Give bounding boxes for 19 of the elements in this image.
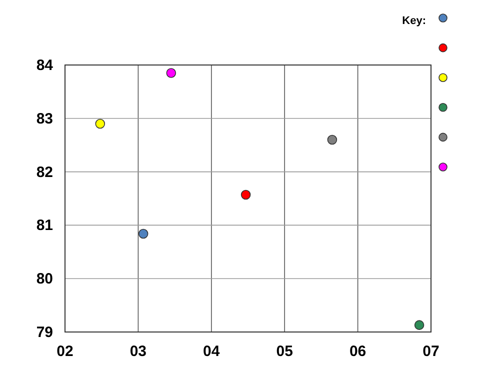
y-tick-label: 79 (36, 324, 53, 341)
y-tick-label: 84 (36, 57, 54, 74)
x-tick-label: 07 (422, 343, 440, 360)
point (414, 320, 424, 330)
y-tick-label: 82 (36, 164, 53, 181)
x-tick-label: 04 (203, 343, 220, 360)
x-tick-label: 06 (349, 343, 366, 360)
x-tick-label: 02 (56, 343, 74, 360)
point (240, 190, 251, 200)
y-tick-label: 80 (36, 270, 53, 288)
point (138, 228, 148, 239)
point (327, 134, 338, 145)
y-tick-label: 83 (36, 110, 53, 128)
x-tick-label: 03 (130, 343, 147, 360)
point (166, 68, 176, 78)
y-tick-label: 81 (36, 217, 53, 234)
x-tick-label: 05 (276, 343, 293, 360)
point (95, 118, 106, 129)
legend-title: Key: (402, 15, 426, 27)
